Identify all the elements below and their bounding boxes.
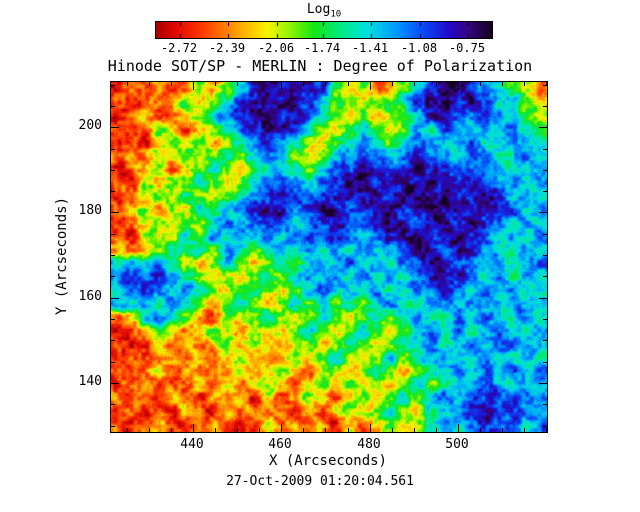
tick-mark [543,255,547,256]
tick-mark [111,383,119,384]
colorbar-tick-label: -0.75 [448,41,486,55]
y-tick-label: 140 [78,374,102,389]
tick-mark [111,298,119,299]
tick-mark [111,404,115,405]
tick-mark [149,428,150,432]
x-tick-label: 480 [357,437,381,452]
colorbar-tick-label: -1.08 [400,41,438,55]
tick-mark [543,404,547,405]
tick-mark [524,82,525,86]
tick-mark [392,82,393,86]
tick-mark [543,362,547,363]
y-tick-label: 200 [78,118,102,133]
tick-mark [281,82,282,90]
tick-mark [111,255,115,256]
colorbar-tick-label: -1.74 [303,41,341,55]
tick-mark [111,191,115,192]
tick-mark [149,82,150,86]
colorbar-tick-label: -2.06 [257,41,295,55]
y-tick-label: 180 [78,203,102,218]
tick-mark [215,82,216,86]
tick-mark [127,82,128,86]
tick-mark [111,340,115,341]
tick-mark [502,428,503,432]
plot-frame [110,81,548,433]
tick-mark [111,319,115,320]
tick-mark [458,82,459,90]
tick-mark [543,319,547,320]
tick-mark [502,82,503,86]
tick-mark [543,234,547,235]
tick-mark [171,82,172,86]
tick-mark [281,424,282,432]
tick-mark [171,428,172,432]
tick-mark [480,428,481,432]
tick-mark [524,428,525,432]
colorbar-tick-label: -1.41 [351,41,389,55]
tick-mark [325,82,326,86]
x-axis-label: X (Arcseconds) [268,453,387,469]
tick-mark [111,170,115,171]
timestamp: 27-Oct-2009 01:20:04.561 [226,474,414,489]
tick-mark [392,428,393,432]
tick-mark [436,82,437,86]
tick-mark [259,82,260,86]
tick-mark [348,428,349,432]
tick-mark [414,82,415,86]
tick-mark [111,234,115,235]
tick-mark [539,127,547,128]
tick-mark [193,424,194,432]
tick-mark [539,298,547,299]
colorbar-title: Log10 [155,2,493,20]
plot-title: Hinode SOT/SP - MERLIN : Degree of Polar… [107,57,533,75]
colorbar-tick-label: -2.72 [160,41,198,55]
heatmap-canvas [111,82,547,432]
tick-mark [303,82,304,86]
tick-mark [414,428,415,432]
tick-mark [539,383,547,384]
tick-mark [215,428,216,432]
x-tick-label: 460 [268,437,292,452]
x-tick-label: 500 [445,437,469,452]
tick-mark [543,426,547,427]
tick-mark [370,82,371,90]
tick-mark [543,106,547,107]
tick-mark [237,82,238,86]
tick-mark [111,149,115,150]
tick-mark [543,85,547,86]
colorbar [155,21,493,39]
tick-mark [546,82,547,86]
tick-mark [111,426,115,427]
tick-mark [127,428,128,432]
tick-mark [111,362,115,363]
tick-mark [543,149,547,150]
tick-mark [111,127,119,128]
tick-mark [237,428,238,432]
tick-mark [458,424,459,432]
colorbar-title-subscript: 10 [330,9,342,20]
tick-mark [193,82,194,90]
tick-mark [111,212,119,213]
y-tick-label: 160 [78,289,102,304]
tick-mark [259,428,260,432]
tick-mark [348,82,349,86]
tick-mark [111,276,115,277]
tick-mark [303,428,304,432]
tick-mark [436,428,437,432]
tick-mark [546,428,547,432]
tick-mark [480,82,481,86]
tick-mark [325,428,326,432]
colorbar-tick-label: -2.39 [208,41,246,55]
tick-mark [370,424,371,432]
tick-mark [543,276,547,277]
tick-mark [543,170,547,171]
tick-mark [539,212,547,213]
colorbar-title-text: Log [306,2,331,17]
x-tick-label: 440 [180,437,204,452]
tick-mark [543,191,547,192]
tick-mark [111,106,115,107]
tick-mark [543,340,547,341]
tick-mark [111,85,115,86]
